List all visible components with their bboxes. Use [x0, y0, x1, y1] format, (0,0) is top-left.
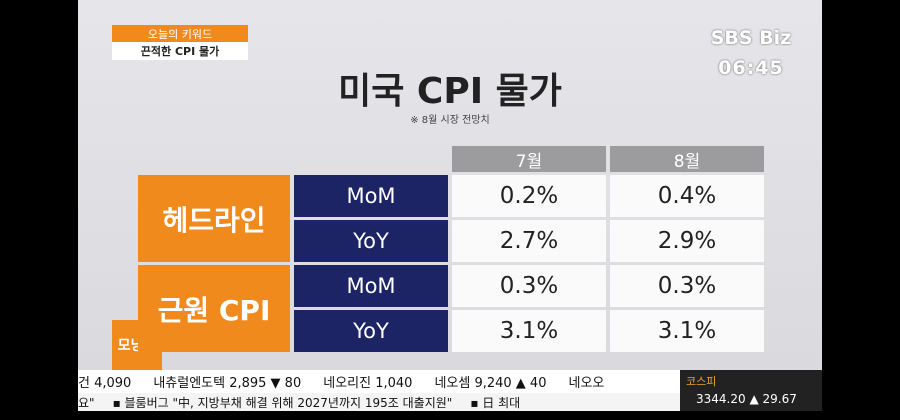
column-header: 7월	[452, 146, 606, 172]
keyword-label: 오늘의 키워드	[112, 25, 248, 42]
value-cell: 0.2%	[452, 175, 606, 217]
column-header: 8월	[610, 146, 764, 172]
metric-label: MoM	[294, 265, 448, 307]
news-item: ▪ 日 최대	[470, 395, 521, 410]
note: ※ 8월 시장 전망치	[410, 114, 490, 126]
stock-item: 네오리진 1,040	[323, 376, 413, 391]
stock-item: 건 4,090	[78, 376, 132, 391]
clock: 06:45	[718, 57, 784, 79]
stock-ticker: 건 4,090 내츄럴엔도텍 2,895 ▼ 80 네오리진 1,040 네오셈 9,…	[78, 370, 680, 393]
news-item: 요"	[78, 395, 95, 410]
index-name: 코스피	[686, 375, 717, 388]
title: 미국 CPI 물가	[338, 71, 562, 112]
index-value: 3344.20 ▲ 29.67	[696, 392, 797, 406]
metric-label: YoY	[294, 310, 448, 352]
index-box: 코스피 3344.20 ▲ 29.67	[680, 370, 822, 411]
group-label: 헤드라인	[138, 175, 290, 262]
value-cell: 3.1%	[452, 310, 606, 352]
channel-logo: SBS Biz	[710, 27, 792, 49]
metric-label: MoM	[294, 175, 448, 217]
stock-item: 네오오	[568, 376, 605, 391]
metric-label: YoY	[294, 220, 448, 262]
value-cell: 2.7%	[452, 220, 606, 262]
group-label: 근원 CPI	[138, 265, 290, 352]
value-cell: 0.3%	[452, 265, 606, 307]
stock-item: 네오셈 9,240 ▲ 40	[434, 376, 547, 391]
value-cell: 2.9%	[610, 220, 764, 262]
value-cell: 0.4%	[610, 175, 764, 217]
value-cell: 0.3%	[610, 265, 764, 307]
news-item: ▪ 블룸버그 "中, 지방부채 해결 위해 2027년까지 195조 대출지원"	[112, 395, 453, 410]
stock-item: 내츄럴엔도텍 2,895 ▼ 80	[153, 376, 302, 391]
value-cell: 3.1%	[610, 310, 764, 352]
keyword-topic: 끈적한 CPI 물가	[112, 42, 248, 60]
news-ticker: 요" ▪ 블룸버그 "中, 지방부채 해결 위해 2027년까지 195조 대출지…	[78, 393, 680, 411]
